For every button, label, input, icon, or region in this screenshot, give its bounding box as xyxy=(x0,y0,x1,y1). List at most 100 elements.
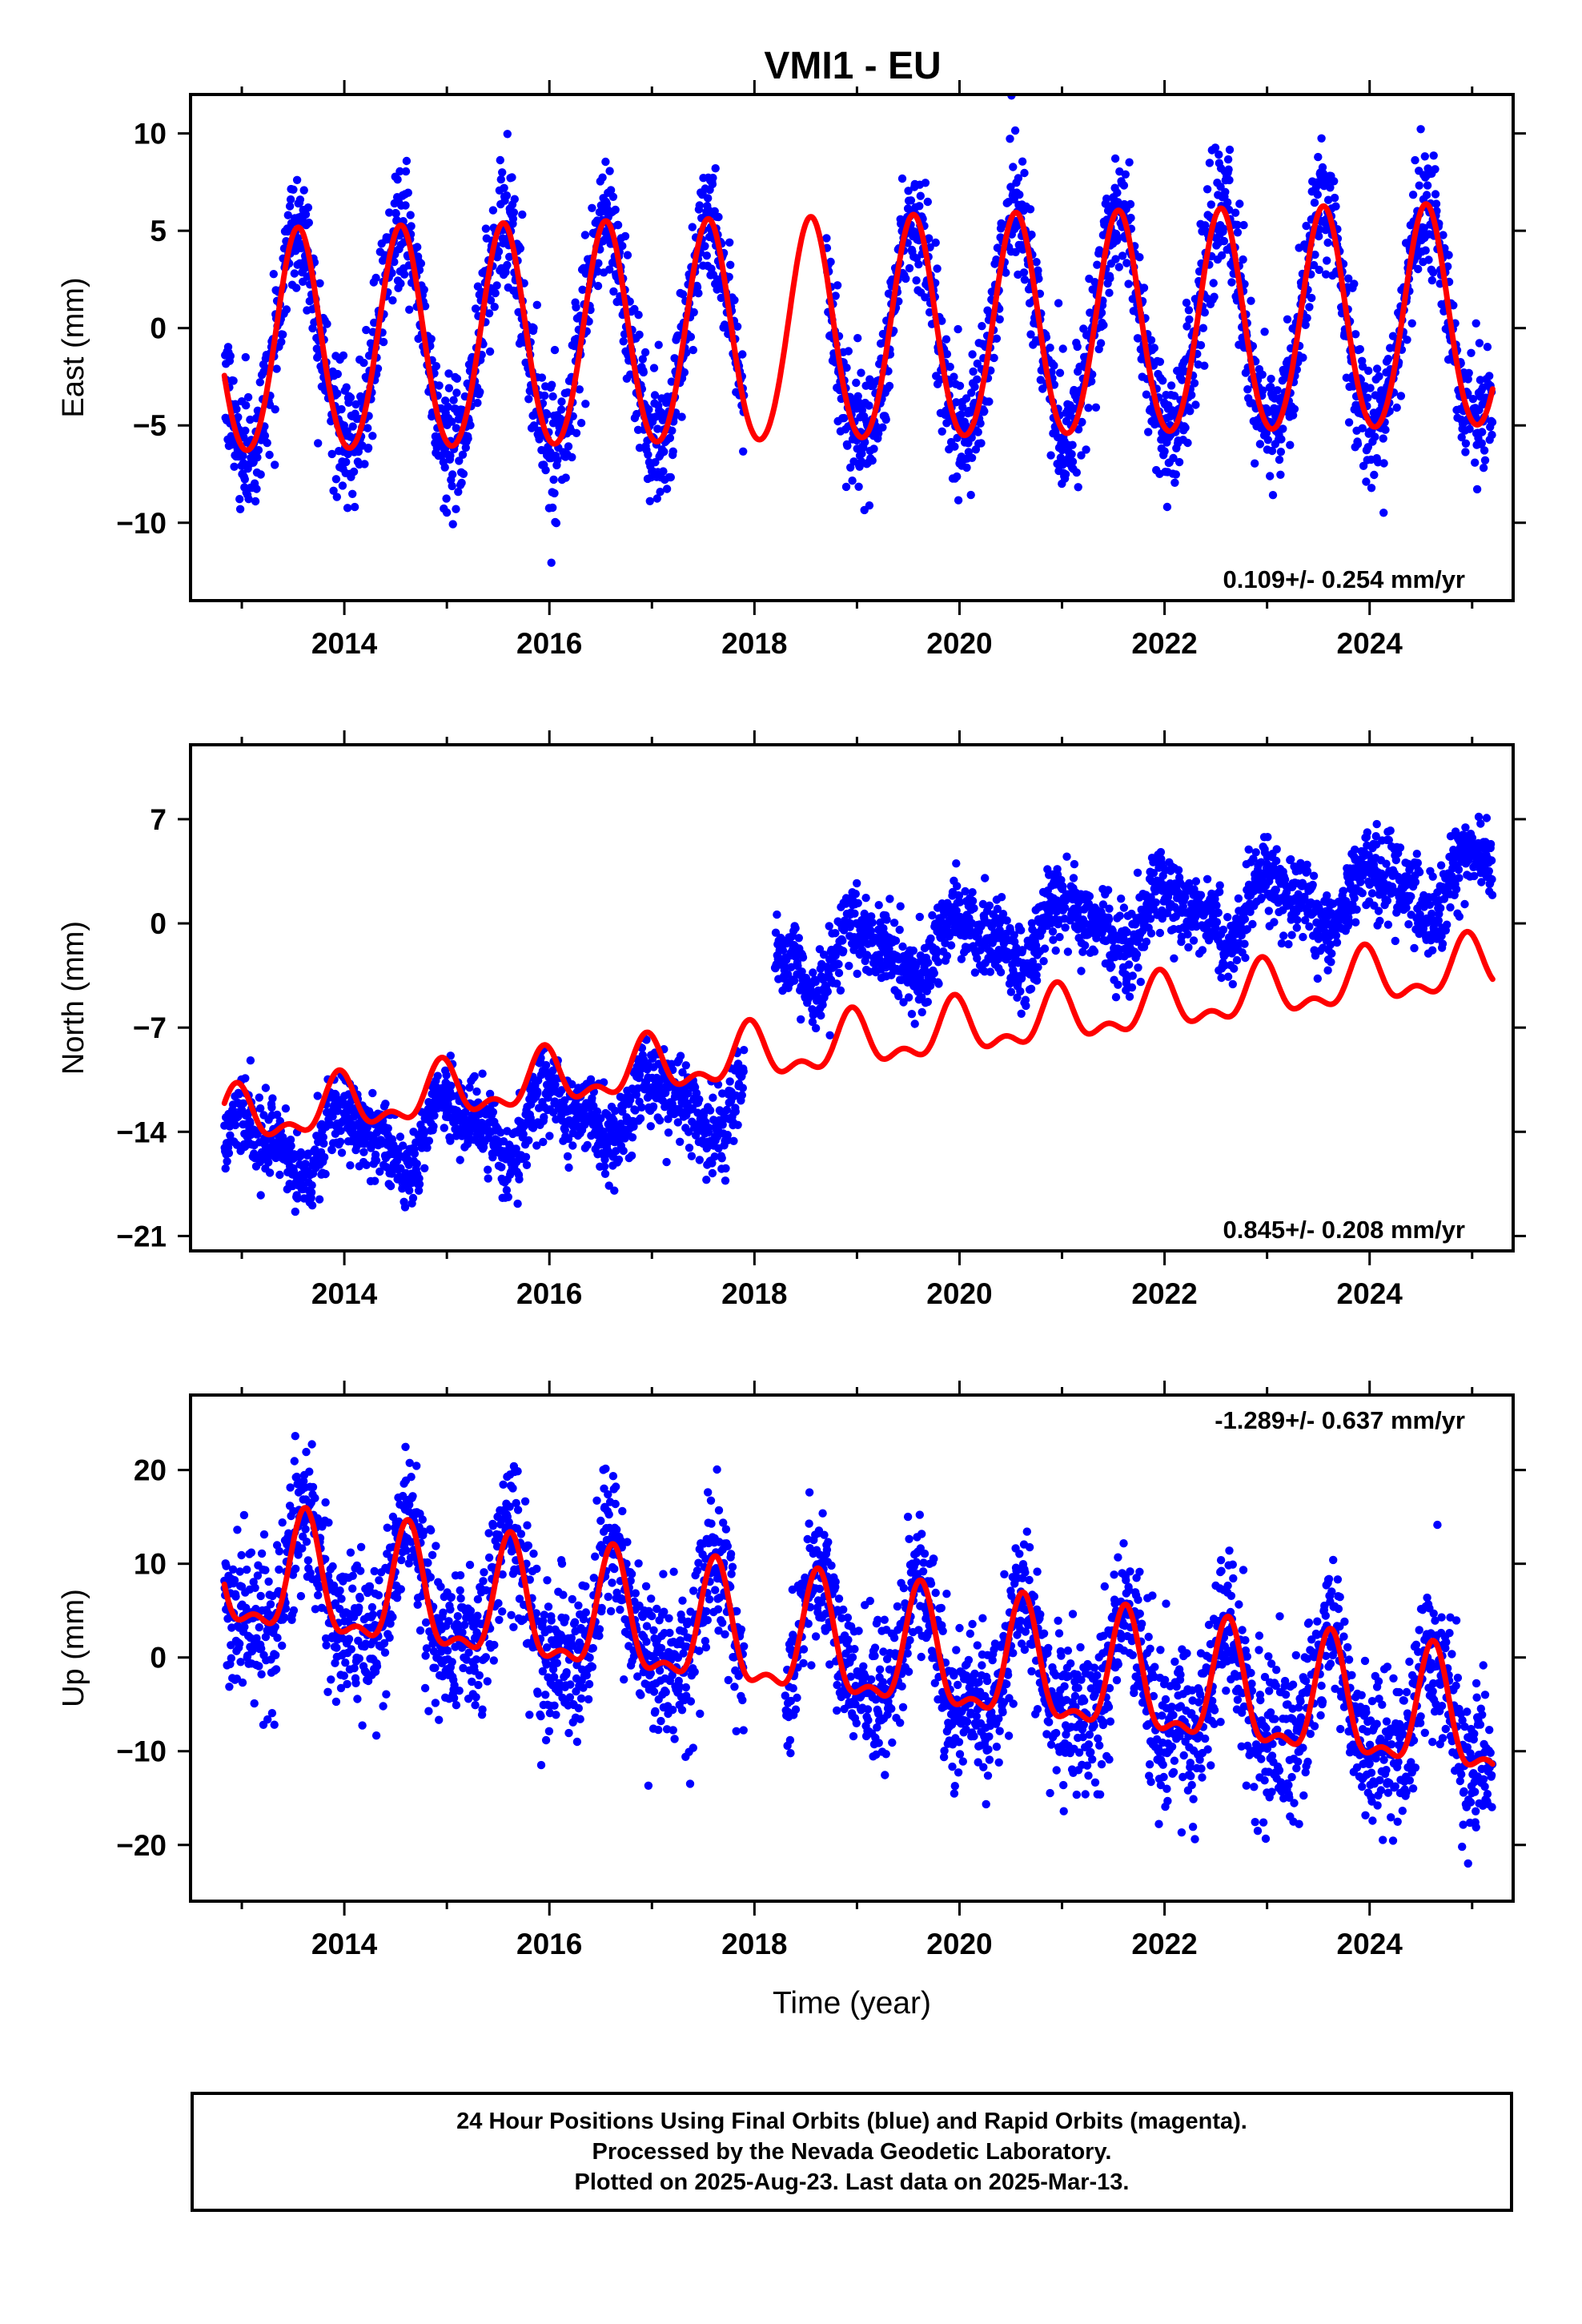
data-point xyxy=(301,1160,310,1168)
x-tick-label: 2022 xyxy=(1131,627,1197,660)
data-point xyxy=(1379,434,1387,443)
data-point xyxy=(1477,439,1487,448)
data-point xyxy=(239,452,247,460)
data-point xyxy=(423,1144,432,1152)
data-point xyxy=(490,303,499,312)
data-point xyxy=(537,445,546,455)
data-point xyxy=(360,460,369,468)
data-point xyxy=(1225,175,1234,185)
data-point xyxy=(529,324,538,332)
data-point xyxy=(1315,265,1323,275)
data-point xyxy=(628,1133,637,1142)
data-point xyxy=(563,1152,572,1161)
data-point xyxy=(655,1116,665,1125)
data-point xyxy=(1443,262,1452,271)
data-point xyxy=(857,368,865,377)
data-point xyxy=(717,293,725,303)
y-tick-label: 5 xyxy=(150,215,167,247)
data-point xyxy=(605,265,614,274)
data-point xyxy=(313,1092,322,1100)
data-point xyxy=(695,201,704,210)
data-point xyxy=(391,209,400,218)
data-point xyxy=(605,167,614,175)
data-point xyxy=(241,352,250,362)
data-point xyxy=(701,242,709,251)
data-point xyxy=(532,300,541,309)
data-point xyxy=(714,212,723,222)
data-point xyxy=(370,318,379,328)
data-point xyxy=(498,168,507,177)
data-point xyxy=(1009,163,1018,171)
data-point xyxy=(1383,355,1393,364)
data-point xyxy=(721,1176,730,1185)
data-point xyxy=(831,292,840,300)
data-point xyxy=(371,273,380,283)
data-point xyxy=(444,369,453,378)
data-point xyxy=(315,279,324,287)
data-point xyxy=(1026,205,1035,214)
data-point xyxy=(1471,458,1480,467)
data-point xyxy=(415,1180,424,1189)
data-point xyxy=(580,231,590,239)
data-point xyxy=(912,276,921,285)
y-axis-label: East (mm) xyxy=(57,277,90,417)
y-tick-label: 0 xyxy=(150,312,167,345)
data-point xyxy=(868,918,877,927)
data-point xyxy=(909,946,918,955)
data-point xyxy=(303,203,313,212)
data-point xyxy=(268,1094,277,1103)
data-point xyxy=(548,503,557,513)
data-point xyxy=(293,1194,302,1203)
data-point xyxy=(283,211,292,219)
data-point xyxy=(244,495,253,504)
data-point xyxy=(924,958,933,967)
data-point xyxy=(995,315,1004,324)
data-point xyxy=(1439,231,1447,239)
data-point xyxy=(1191,400,1200,409)
data-point xyxy=(1017,1009,1026,1019)
data-point xyxy=(954,496,963,505)
data-point xyxy=(676,1051,685,1060)
data-point xyxy=(738,350,747,359)
data-point xyxy=(333,369,342,379)
data-point xyxy=(841,482,851,492)
data-point xyxy=(992,255,1001,264)
data-point xyxy=(393,175,402,184)
data-point xyxy=(271,405,279,414)
data-point xyxy=(406,211,415,219)
data-point xyxy=(952,859,961,868)
data-point xyxy=(1407,319,1416,328)
data-point xyxy=(500,183,508,192)
data-point xyxy=(1020,275,1030,284)
data-point xyxy=(1305,303,1314,312)
data-point xyxy=(1480,446,1489,455)
data-point xyxy=(470,1072,479,1081)
data-point xyxy=(414,1186,424,1196)
x-tick-label: 2014 xyxy=(311,627,378,660)
data-point xyxy=(1087,377,1096,386)
data-point xyxy=(1026,330,1035,339)
data-point xyxy=(1135,253,1144,262)
data-point xyxy=(1364,366,1373,376)
data-point xyxy=(449,396,458,404)
data-point xyxy=(1114,233,1123,243)
data-point xyxy=(630,304,639,314)
data-point xyxy=(446,1136,455,1145)
data-point xyxy=(1068,440,1077,449)
data-point xyxy=(666,472,675,482)
data-point xyxy=(484,1165,492,1174)
data-point xyxy=(1379,509,1388,517)
data-point xyxy=(420,285,428,294)
data-point xyxy=(1279,424,1287,433)
data-point xyxy=(594,259,603,267)
data-point xyxy=(465,1083,474,1092)
data-point xyxy=(272,1110,282,1120)
data-point xyxy=(1331,202,1340,211)
data-point xyxy=(286,1136,295,1144)
data-point xyxy=(539,1137,548,1147)
data-point xyxy=(823,987,833,996)
data-point xyxy=(521,1152,531,1162)
data-point xyxy=(224,1148,234,1158)
data-point xyxy=(1411,155,1419,165)
